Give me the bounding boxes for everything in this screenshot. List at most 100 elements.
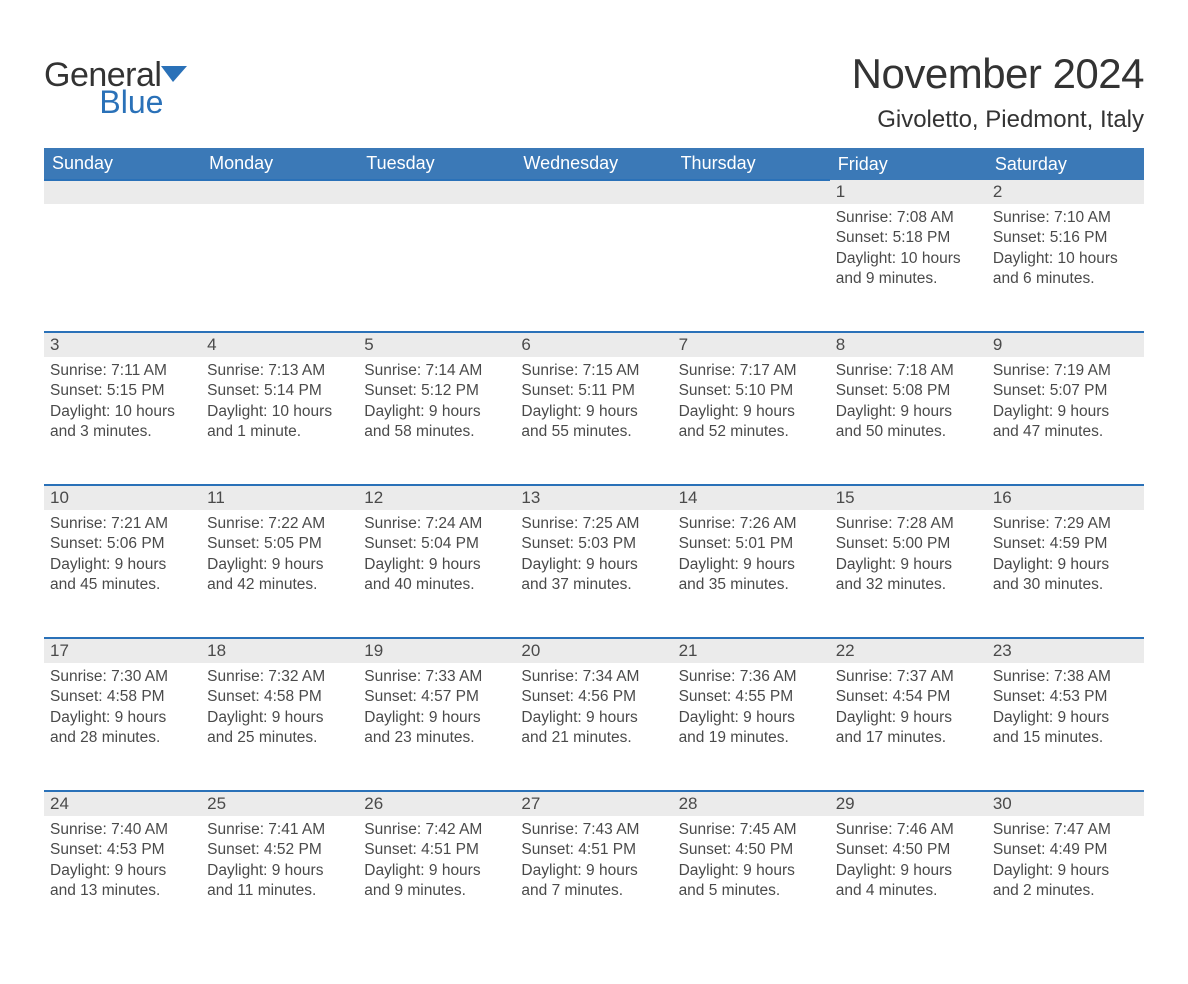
sunrise-text: Sunrise: 7:18 AM: [836, 361, 981, 381]
day-body-cell: Sunrise: 7:26 AMSunset: 5:01 PMDaylight:…: [673, 510, 830, 638]
sunrise-text: Sunrise: 7:34 AM: [521, 667, 666, 687]
daylight-text: Daylight: 9 hours: [679, 402, 824, 422]
calendar-table: SundayMondayTuesdayWednesdayThursdayFrid…: [44, 148, 1144, 944]
day-body-cell: Sunrise: 7:38 AMSunset: 4:53 PMDaylight:…: [987, 663, 1144, 791]
day-body-cell: Sunrise: 7:24 AMSunset: 5:04 PMDaylight:…: [358, 510, 515, 638]
day-number-cell: 7: [673, 332, 830, 357]
weekday-header-row: SundayMondayTuesdayWednesdayThursdayFrid…: [44, 148, 1144, 180]
day-number: 17: [50, 641, 69, 660]
sunrise-text: Sunrise: 7:42 AM: [364, 820, 509, 840]
sunset-text: Sunset: 4:55 PM: [679, 687, 824, 707]
day-body-cell: [201, 204, 358, 332]
daylight-text: and 13 minutes.: [50, 881, 195, 901]
day-number: 22: [836, 641, 855, 660]
day-number: 18: [207, 641, 226, 660]
daylight-text: and 52 minutes.: [679, 422, 824, 442]
daylight-text: Daylight: 9 hours: [836, 861, 981, 881]
day-number-cell: [515, 180, 672, 204]
day-number-cell: [673, 180, 830, 204]
sunset-text: Sunset: 5:16 PM: [993, 228, 1138, 248]
daylight-text: Daylight: 9 hours: [521, 402, 666, 422]
daylight-text: Daylight: 10 hours: [50, 402, 195, 422]
day-number-cell: 6: [515, 332, 672, 357]
day-number: 7: [679, 335, 688, 354]
weekday-header: Friday: [830, 148, 987, 180]
day-number: 14: [679, 488, 698, 507]
day-number: 23: [993, 641, 1012, 660]
day-body-cell: Sunrise: 7:25 AMSunset: 5:03 PMDaylight:…: [515, 510, 672, 638]
sunrise-text: Sunrise: 7:22 AM: [207, 514, 352, 534]
sunrise-text: Sunrise: 7:21 AM: [50, 514, 195, 534]
day-body-row: Sunrise: 7:08 AMSunset: 5:18 PMDaylight:…: [44, 204, 1144, 332]
daylight-text: Daylight: 9 hours: [993, 555, 1138, 575]
day-number: 30: [993, 794, 1012, 813]
day-number: 4: [207, 335, 216, 354]
sunset-text: Sunset: 4:59 PM: [993, 534, 1138, 554]
weekday-header: Sunday: [44, 148, 201, 180]
day-number-row: 10111213141516: [44, 485, 1144, 510]
day-number: 12: [364, 488, 383, 507]
sunset-text: Sunset: 4:58 PM: [207, 687, 352, 707]
sunrise-text: Sunrise: 7:25 AM: [521, 514, 666, 534]
day-body-cell: Sunrise: 7:33 AMSunset: 4:57 PMDaylight:…: [358, 663, 515, 791]
day-body-cell: Sunrise: 7:41 AMSunset: 4:52 PMDaylight:…: [201, 816, 358, 944]
daylight-text: Daylight: 9 hours: [207, 555, 352, 575]
sunset-text: Sunset: 4:51 PM: [364, 840, 509, 860]
sunset-text: Sunset: 4:54 PM: [836, 687, 981, 707]
day-body-cell: Sunrise: 7:21 AMSunset: 5:06 PMDaylight:…: [44, 510, 201, 638]
month-title: November 2024: [852, 50, 1144, 98]
daylight-text: Daylight: 10 hours: [836, 249, 981, 269]
sunset-text: Sunset: 4:57 PM: [364, 687, 509, 707]
sunrise-text: Sunrise: 7:43 AM: [521, 820, 666, 840]
daylight-text: Daylight: 10 hours: [207, 402, 352, 422]
day-number-cell: 21: [673, 638, 830, 663]
daylight-text: Daylight: 9 hours: [207, 861, 352, 881]
daylight-text: and 42 minutes.: [207, 575, 352, 595]
flag-icon: [161, 64, 187, 84]
day-number: 10: [50, 488, 69, 507]
sunrise-text: Sunrise: 7:47 AM: [993, 820, 1138, 840]
day-number-cell: 28: [673, 791, 830, 816]
sunrise-text: Sunrise: 7:37 AM: [836, 667, 981, 687]
day-number-cell: 25: [201, 791, 358, 816]
daylight-text: Daylight: 10 hours: [993, 249, 1138, 269]
daylight-text: and 55 minutes.: [521, 422, 666, 442]
weekday-header: Monday: [201, 148, 358, 180]
day-number-cell: 13: [515, 485, 672, 510]
day-number-cell: 3: [44, 332, 201, 357]
day-body-cell: Sunrise: 7:29 AMSunset: 4:59 PMDaylight:…: [987, 510, 1144, 638]
daylight-text: and 11 minutes.: [207, 881, 352, 901]
daylight-text: Daylight: 9 hours: [836, 555, 981, 575]
day-body-cell: Sunrise: 7:46 AMSunset: 4:50 PMDaylight:…: [830, 816, 987, 944]
sunset-text: Sunset: 5:11 PM: [521, 381, 666, 401]
daylight-text: and 15 minutes.: [993, 728, 1138, 748]
sunrise-text: Sunrise: 7:29 AM: [993, 514, 1138, 534]
daylight-text: and 1 minute.: [207, 422, 352, 442]
day-body-cell: Sunrise: 7:37 AMSunset: 4:54 PMDaylight:…: [830, 663, 987, 791]
daylight-text: Daylight: 9 hours: [679, 861, 824, 881]
day-body-cell: Sunrise: 7:28 AMSunset: 5:00 PMDaylight:…: [830, 510, 987, 638]
day-body-cell: Sunrise: 7:43 AMSunset: 4:51 PMDaylight:…: [515, 816, 672, 944]
day-number-cell: 30: [987, 791, 1144, 816]
sunset-text: Sunset: 5:01 PM: [679, 534, 824, 554]
sunrise-text: Sunrise: 7:19 AM: [993, 361, 1138, 381]
day-number-cell: 2: [987, 180, 1144, 204]
daylight-text: Daylight: 9 hours: [50, 555, 195, 575]
day-body-cell: [515, 204, 672, 332]
daylight-text: and 23 minutes.: [364, 728, 509, 748]
day-number: 28: [679, 794, 698, 813]
daylight-text: and 58 minutes.: [364, 422, 509, 442]
day-number: 15: [836, 488, 855, 507]
daylight-text: Daylight: 9 hours: [836, 708, 981, 728]
sunrise-text: Sunrise: 7:10 AM: [993, 208, 1138, 228]
calendar-body: 12 Sunrise: 7:08 AMSunset: 5:18 PMDayligh…: [44, 180, 1144, 944]
day-number: 26: [364, 794, 383, 813]
location-subtitle: Givoletto, Piedmont, Italy: [852, 106, 1144, 134]
sunrise-text: Sunrise: 7:11 AM: [50, 361, 195, 381]
daylight-text: and 45 minutes.: [50, 575, 195, 595]
day-body-cell: Sunrise: 7:32 AMSunset: 4:58 PMDaylight:…: [201, 663, 358, 791]
day-body-cell: Sunrise: 7:19 AMSunset: 5:07 PMDaylight:…: [987, 357, 1144, 485]
day-number: 16: [993, 488, 1012, 507]
daylight-text: Daylight: 9 hours: [521, 555, 666, 575]
sunrise-text: Sunrise: 7:46 AM: [836, 820, 981, 840]
